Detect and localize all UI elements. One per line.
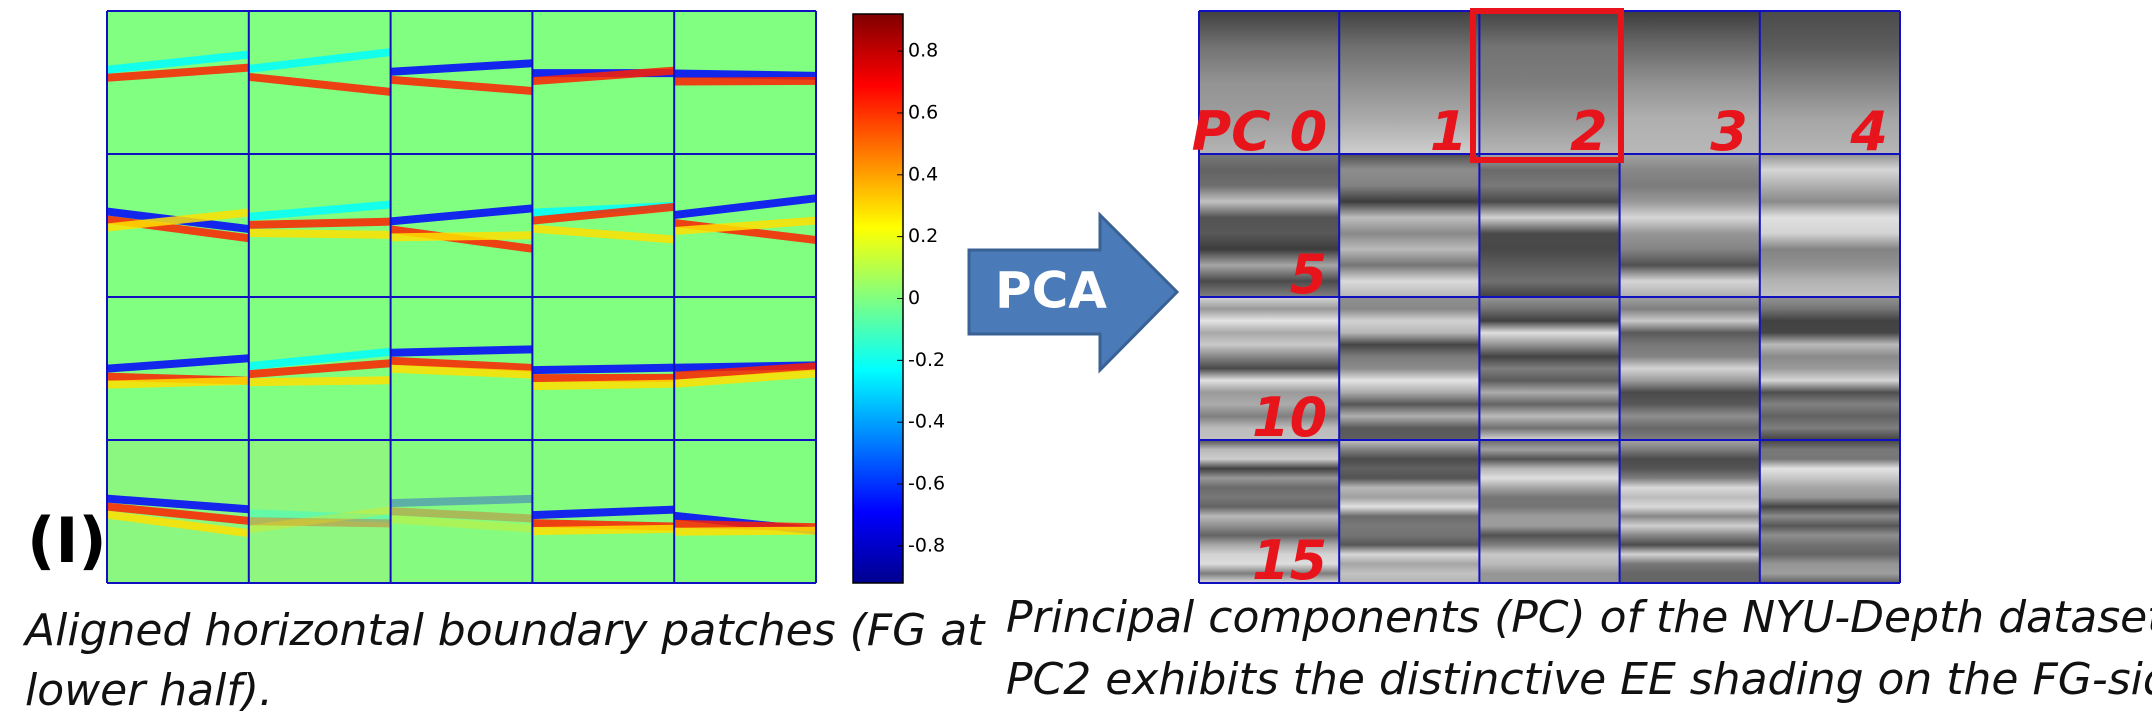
stripe	[390, 364, 533, 379]
stripe	[248, 517, 391, 528]
tick-label: -0.2	[908, 349, 945, 371]
pc-cell	[1199, 154, 1340, 297]
stripe	[390, 494, 533, 508]
stripe	[532, 524, 675, 536]
stripe	[248, 509, 391, 523]
pc-cell	[1619, 440, 1760, 583]
stripe	[532, 201, 675, 217]
tick-label: 0.6	[908, 101, 938, 123]
stripe	[390, 356, 533, 372]
stripe	[107, 50, 249, 74]
stripe	[532, 363, 675, 375]
tick-label: -0.6	[908, 473, 945, 495]
tick-label: 0.4	[908, 163, 938, 185]
pc-label: 1	[1430, 100, 1468, 163]
pc-cell	[1759, 297, 1900, 440]
tick-label: 0.8	[908, 40, 938, 62]
stripe	[107, 354, 249, 373]
stripe	[107, 494, 249, 514]
pc-cell	[1619, 154, 1760, 297]
pc-cell	[1339, 297, 1480, 440]
pc-cell	[1759, 154, 1900, 297]
stripe	[390, 75, 533, 95]
patch-texture	[248, 440, 391, 583]
pc-label: 10	[1252, 386, 1327, 449]
stripe	[390, 59, 533, 76]
pc-label: PC 0	[1192, 100, 1328, 163]
pc-cell	[1479, 440, 1620, 583]
tick-label: -0.4	[908, 411, 945, 433]
stripe	[674, 362, 817, 380]
stripe	[248, 506, 391, 534]
pc-cell	[1339, 440, 1480, 583]
pc-cell	[1479, 11, 1620, 154]
stripe	[248, 72, 391, 96]
stripe	[532, 202, 675, 225]
stripe	[674, 369, 817, 388]
highlight-box	[1470, 8, 1624, 163]
stripe	[248, 347, 391, 371]
stripe	[390, 204, 533, 226]
stripe	[532, 379, 675, 391]
stripe	[532, 66, 675, 86]
stripe	[248, 48, 391, 73]
stripe	[674, 216, 817, 236]
pc-cell	[1759, 11, 1900, 154]
stripe	[248, 376, 391, 387]
caption-line: Aligned horizontal boundary patches (FG …	[22, 605, 986, 656]
patch-texture	[674, 440, 816, 583]
stripe	[390, 231, 533, 242]
stripe	[107, 63, 249, 82]
pc-cell	[1339, 154, 1480, 297]
patch-texture	[390, 440, 533, 583]
pc-cell	[1479, 297, 1620, 440]
pc-cell	[1619, 11, 1760, 154]
stripe	[390, 507, 533, 523]
stripe	[532, 505, 675, 520]
tick-label: 0	[908, 287, 920, 309]
pc-label: 15	[1252, 529, 1327, 592]
pc-label: 3	[1710, 100, 1748, 163]
tick-label: 0.2	[908, 225, 938, 247]
pc-cell	[1199, 11, 1340, 154]
stripe	[248, 228, 391, 239]
pc-label: 5	[1290, 243, 1328, 306]
panel-label: (I)	[27, 504, 107, 577]
stripe	[248, 217, 391, 229]
pc-cell	[1479, 154, 1620, 297]
stripe	[674, 76, 817, 86]
stripe	[107, 376, 249, 389]
pc-cell	[1759, 440, 1900, 583]
colorbar-ticks: 0.8 0.6 0.4 0.2 0 -0.2 -0.4 -0.6 -0.8	[897, 40, 945, 556]
stripe	[107, 510, 249, 538]
pc-labels: PC 0 1 2 3 4 5 10 15	[1192, 100, 1888, 592]
pc-cell	[1199, 440, 1340, 583]
caption-line: PC2 exhibits the distinctive EE shading …	[1006, 654, 2152, 705]
pc-grid	[1198, 10, 1901, 584]
pc-label: 2	[1570, 100, 1608, 163]
stripe	[674, 194, 817, 220]
stripe	[532, 373, 675, 383]
stripe	[390, 515, 533, 533]
stripe	[532, 224, 675, 244]
arrow-label: PCA	[995, 262, 1107, 320]
pc-cell	[1199, 297, 1340, 440]
pc-cell	[1619, 297, 1760, 440]
stripe	[390, 345, 533, 357]
stripe	[248, 200, 391, 221]
caption-line: Principal components (PC) of the NYU-Dep…	[1006, 592, 2152, 643]
colorbar	[852, 13, 904, 584]
tick-label: -0.8	[908, 534, 945, 556]
boundary-patches	[106, 10, 817, 584]
caption-line: lower half).	[25, 665, 273, 716]
pc-label: 4	[1849, 100, 1888, 163]
stripe	[107, 502, 249, 525]
stripe	[248, 359, 391, 379]
arrow	[967, 211, 1180, 374]
stripe	[107, 208, 249, 232]
pc-cell	[1339, 11, 1480, 154]
stripe	[674, 526, 817, 536]
